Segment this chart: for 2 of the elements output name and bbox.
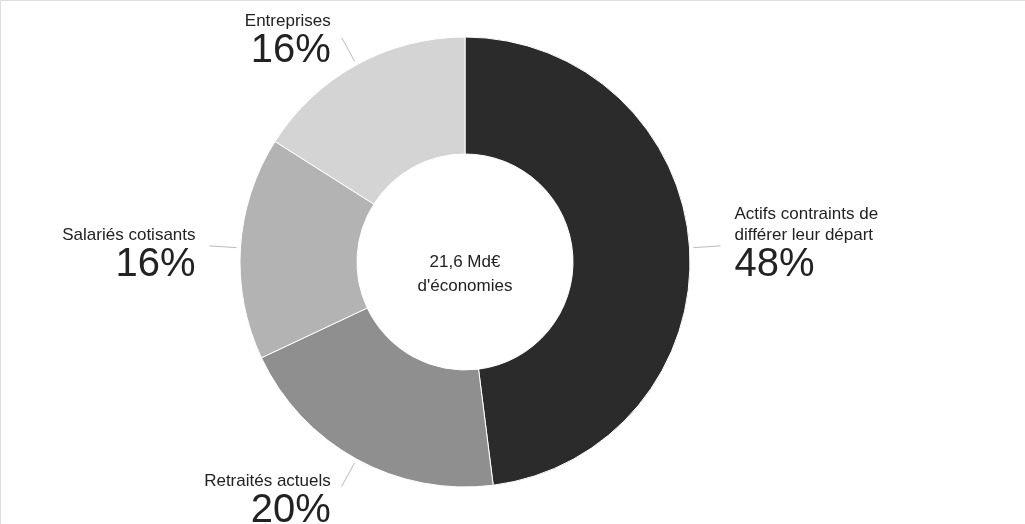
text: 21,6 Md€ d'économies (417, 252, 513, 295)
slice-label: Entreprises (244, 11, 331, 31)
